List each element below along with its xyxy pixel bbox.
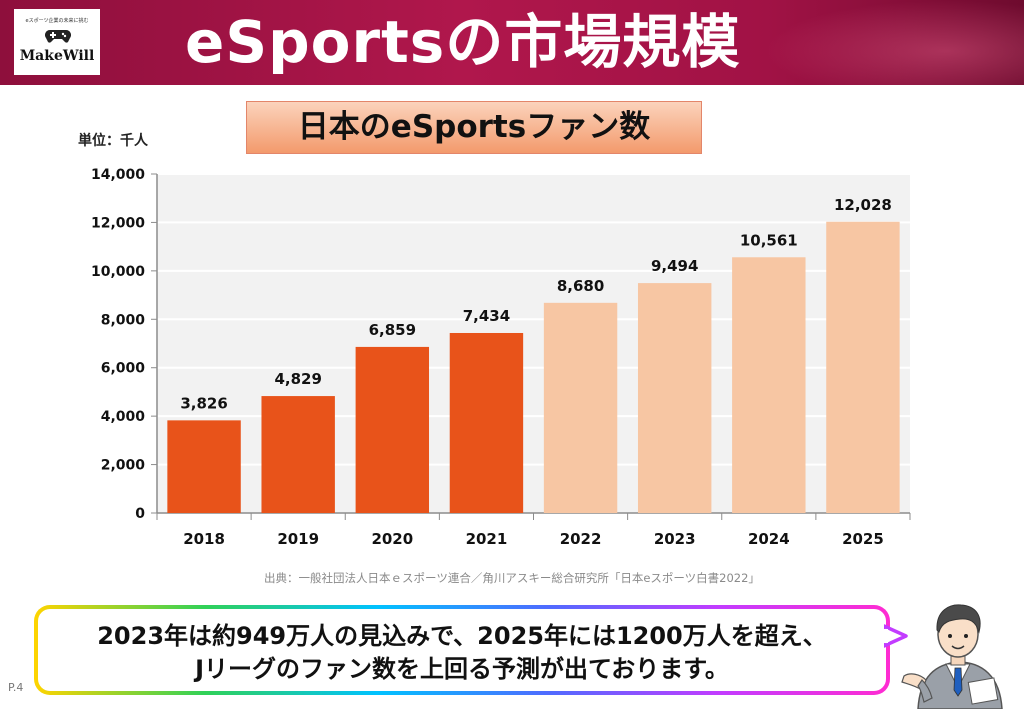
- y-tick-label: 12,000: [91, 215, 145, 231]
- y-tick-label: 0: [135, 506, 145, 522]
- gamepad-icon: [45, 30, 71, 43]
- x-tick-label: 2020: [371, 530, 413, 548]
- bar-2019: [261, 396, 335, 513]
- bar-2023: [637, 283, 712, 513]
- bar-chart: 0 2,000 4,000 6,000 8,000 10,000 12,000 14,000 3…: [91, 167, 911, 548]
- data-label-2023: 9,494: [651, 257, 698, 275]
- x-tick-label: 2025: [842, 530, 884, 548]
- company-logo: eスポーツ企業の未来に挑む MakeWill: [14, 9, 100, 75]
- unit-label: 単位：千人: [78, 133, 148, 149]
- callout-line-2: Jリーグのファン数を上回る予測が出ております。: [195, 655, 729, 683]
- y-tick-label: 4,000: [101, 409, 146, 425]
- speech-pointer: [884, 624, 908, 648]
- x-tick-label: 2019: [277, 530, 319, 548]
- y-tick-label: 10,000: [91, 264, 145, 280]
- x-tick-label: 2022: [560, 530, 602, 548]
- y-tick-label: 14,000: [91, 167, 145, 183]
- bar-2018: [167, 420, 241, 513]
- bar-2024: [732, 257, 806, 513]
- data-label-2022: 8,680: [557, 277, 604, 295]
- header-banner: [0, 0, 1024, 85]
- data-label-2025: 12,028: [834, 196, 892, 214]
- x-tick-label: 2021: [466, 530, 508, 548]
- y-tick-label: 8,000: [101, 312, 146, 328]
- y-tick-label: 2,000: [101, 458, 146, 474]
- bar-2022: [543, 302, 618, 513]
- bar-2021: [449, 332, 524, 513]
- y-tick-label: 6,000: [101, 361, 146, 377]
- x-tick-label: 2023: [654, 530, 696, 548]
- bar-2025: [826, 221, 900, 514]
- data-label-2021: 7,434: [463, 307, 510, 325]
- callout-line-1: 2023年は約949万人の見込みで、2025年には1200万人を超え、: [97, 622, 827, 650]
- data-label-2020: 6,859: [369, 321, 416, 339]
- x-tick-label: 2024: [748, 530, 790, 548]
- data-label-2019: 4,829: [274, 370, 321, 388]
- callout-box: 2023年は約949万人の見込みで、2025年には1200万人を超え、 Jリーグ…: [34, 605, 890, 695]
- page-title: eSportsの市場規模: [185, 8, 741, 76]
- data-label-2018: 3,826: [180, 394, 227, 412]
- source-citation: 出典：一般社団法人日本ｅスポーツ連合／角川アスキー総合研究所「日本eスポーツ白書…: [264, 571, 760, 585]
- data-label-2024: 10,561: [740, 231, 798, 249]
- bar-2020: [355, 346, 430, 513]
- x-tick-label: 2018: [183, 530, 225, 548]
- chart-title: 日本のeSportsファン数: [246, 101, 702, 154]
- logo-text: MakeWill: [19, 48, 95, 64]
- businessman-illustration: [901, 604, 1003, 709]
- page-number: P.4: [8, 681, 24, 694]
- logo-tagline: eスポーツ企業の未来に挑む: [25, 18, 89, 24]
